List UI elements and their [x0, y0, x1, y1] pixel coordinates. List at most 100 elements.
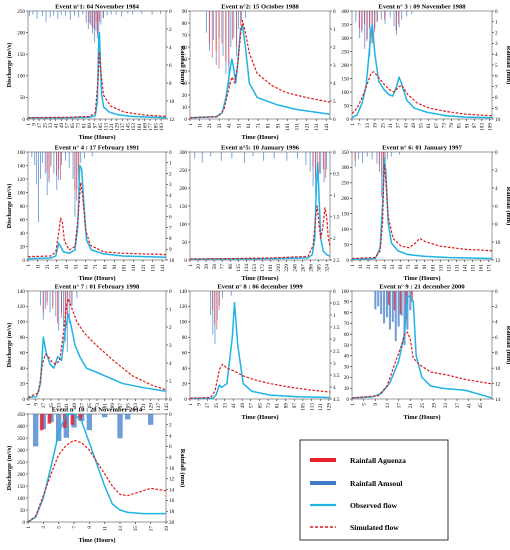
ev5-x-tick-label-7: 134 — [244, 264, 250, 272]
ev5-rain-amsoul-bar-12 — [309, 152, 311, 172]
ev7-rain-aguenza-bar-7 — [70, 291, 72, 306]
ev5-plot-area — [189, 151, 331, 261]
ev2-rain-aguenza-bar-5 — [225, 11, 227, 62]
ev4-y-ticks: 0 20 40 60 80 100 120 140 160 — [17, 150, 28, 264]
ev4-x-tick-label-5: 51 — [74, 264, 80, 270]
ev6-x-tick-label-11: 111 — [438, 264, 444, 272]
ev6-x-tick-label-13: 131 — [454, 264, 460, 272]
ev1-rain-amsoul-bar-12 — [78, 11, 80, 18]
ev9-x-tick-label-9: 37 — [455, 403, 461, 409]
ev1-observed-flow-line — [28, 31, 167, 119]
ev1-rain-amsoul-bar-13 — [82, 11, 84, 15]
ev1-x-tick-label-5: 41 — [54, 123, 60, 129]
ev6-y-tick-label-3: 150 — [341, 212, 349, 218]
ev2-x-tick-label-8: 81 — [266, 123, 272, 129]
ev7-y2-tick-label-5: 5 — [169, 379, 172, 385]
ev3-x-tick-label-10: 61 — [426, 123, 432, 129]
ev4-rain-aguenza-bar-1 — [48, 152, 50, 179]
ev5-y-ticks: 0 50 100 150 200 250 300 — [179, 150, 190, 264]
ev7-x-tick-label-14: 113 — [133, 403, 139, 411]
ev3-y2-tick-label-6: 6 — [495, 74, 498, 80]
ev10-y-tick-label-2: 100 — [17, 496, 25, 502]
ev10-y2-axis-label: Rainfall (mm) — [179, 449, 186, 488]
ev4-x-tick-label-13: 131 — [150, 264, 156, 272]
ev6-x-tick-label-12: 121 — [446, 264, 452, 272]
ev5-x-tick-label-2: 39 — [204, 264, 210, 270]
ev4-title: Event n° 4 : 17 February 1991 — [55, 145, 140, 152]
ev10-x-tick-label-6: 13 — [118, 526, 124, 532]
ev9-y-ticks: 0 10 20 30 40 50 60 70 80 90 100 — [341, 289, 352, 403]
ev7-plot-area — [27, 290, 167, 400]
ev6-y2-axis-label: Rainfall (mm) — [505, 187, 510, 226]
ev5-y-tick-label-6: 300 — [179, 150, 187, 156]
ev9-rain-amsoul-bar-8 — [397, 291, 400, 327]
ev10-y2-tick-label-10: 20 — [169, 520, 175, 526]
ev3-y2-axis-label: Rainfall (mm) — [505, 46, 510, 85]
ev4-rain-aguenza-bar-7 — [76, 152, 78, 201]
ev8-y-ticks: 0 20 40 60 80 100 120 140 — [179, 289, 190, 403]
ev10-rain-amsoul-bar-10 — [124, 414, 131, 420]
ev10-rain-aguenza-bar-4 — [78, 414, 82, 421]
ev1-rain-amsoul-bar-9 — [64, 11, 66, 16]
ev1-x-tick-label-0: 1 — [26, 123, 32, 126]
ev10-y2-tick-label-9: 18 — [169, 509, 175, 515]
ev2-rain-aguenza-bar-6 — [228, 11, 230, 65]
ev4-y-tick-label-5: 100 — [17, 190, 25, 196]
ev9-x-tick-label-11: 45 — [478, 403, 484, 409]
ev2-x-tick-label-9: 91 — [275, 123, 281, 129]
ev7-x-tick-label-2: 17 — [41, 403, 47, 409]
ev3-rain-amsoul-bar-9 — [380, 11, 382, 20]
ev2-y-ticks: 0 10 20 30 40 50 60 70 80 90 — [182, 9, 190, 123]
ev6-rain-amsoul-bar-10 — [386, 152, 388, 160]
ev2-y-tick-label-9: 90 — [182, 9, 188, 15]
ev3-rain-aguenza-bar-0 — [358, 11, 360, 29]
ev8-y-tick-label-1: 20 — [182, 381, 188, 387]
ev4-x-tick-label-11: 111 — [131, 264, 137, 272]
ev7-y2-tick-label-6: 6 — [169, 397, 172, 403]
ev1-y2-axis-label: Rainfall (mm) — [179, 46, 186, 85]
ev4-observed-flow-line — [27, 164, 167, 260]
ev9-x-tick-label-4: 17 — [396, 403, 402, 409]
ev3-rain-aguenza-bar-6 — [374, 11, 375, 33]
ev3-y2-tick-label-8: 8 — [495, 95, 498, 101]
ev10-x-tick-label-2: 5 — [56, 526, 62, 529]
ev10-y2-tick-label-1: 2 — [169, 423, 172, 429]
ev7-rain-aguenza-bar-2 — [52, 291, 54, 309]
ev1-rain-amsoul-bar-14 — [85, 11, 87, 23]
ev5-rain-amsoul-bar-2 — [210, 152, 212, 157]
ev4-rain-amsoul-bar-3 — [38, 152, 39, 223]
ev8-x-tick-label-3: 25 — [214, 403, 220, 409]
ev10-rain-aguenza-bar-2 — [62, 414, 67, 429]
ev7-x-tick-label-0: 1 — [26, 403, 32, 406]
ev1-rain-amsoul-bar-17 — [92, 11, 93, 34]
ev2-x-tick-label-6: 61 — [246, 123, 252, 129]
ev3-y2-tick-label-10: 10 — [495, 117, 501, 123]
ev3-x-tick-label-11: 67 — [434, 123, 440, 129]
ev7-rain-amsoul-bar-6 — [55, 291, 57, 317]
ev7-x-tick-label-4: 33 — [56, 403, 62, 409]
ev1-rain-amsoul-bar-3 — [42, 11, 44, 16]
ev8-x-tick-label-2: 17 — [205, 403, 211, 409]
ev10-rain-aguenza-bar-1 — [47, 414, 52, 424]
ev6-x-tick-label-16: 161 — [479, 264, 485, 272]
ev7-x-tick-label-6: 49 — [72, 403, 78, 409]
ev2-x-tick-label-5: 51 — [236, 123, 242, 129]
ev9-title: Event n° 9 : 21 december 2000 — [379, 284, 465, 291]
ev6-y-tick-label-4: 200 — [341, 196, 349, 202]
ev9-rain-amsoul-bar-3 — [383, 291, 386, 324]
ev2-observed-flow-line — [189, 24, 331, 119]
ev3-x-tick-label-7: 43 — [403, 123, 409, 129]
ev10-y-tick-label-5: 250 — [17, 460, 25, 466]
ev5-y-tick-label-2: 100 — [179, 222, 187, 228]
ev6-x-tick-label-4: 41 — [382, 264, 388, 270]
ev7-x-tick-label-18: 145 — [164, 403, 170, 411]
ev9-simulated-flow-line — [351, 331, 493, 399]
ev1-y-tick-label-0: 0 — [22, 117, 25, 123]
ev9-rain-amsoul-bar-1 — [377, 291, 380, 307]
ev1-rain-amsoul-bar-29 — [132, 11, 134, 15]
ev10-rain-amsoul-bar-0 — [32, 414, 39, 447]
ev6-y2-tick-label-0: 0 — [495, 150, 498, 156]
ev4-y-tick-label-6: 120 — [17, 177, 25, 183]
ev9-y2-tick-label-5: 10 — [495, 366, 501, 372]
